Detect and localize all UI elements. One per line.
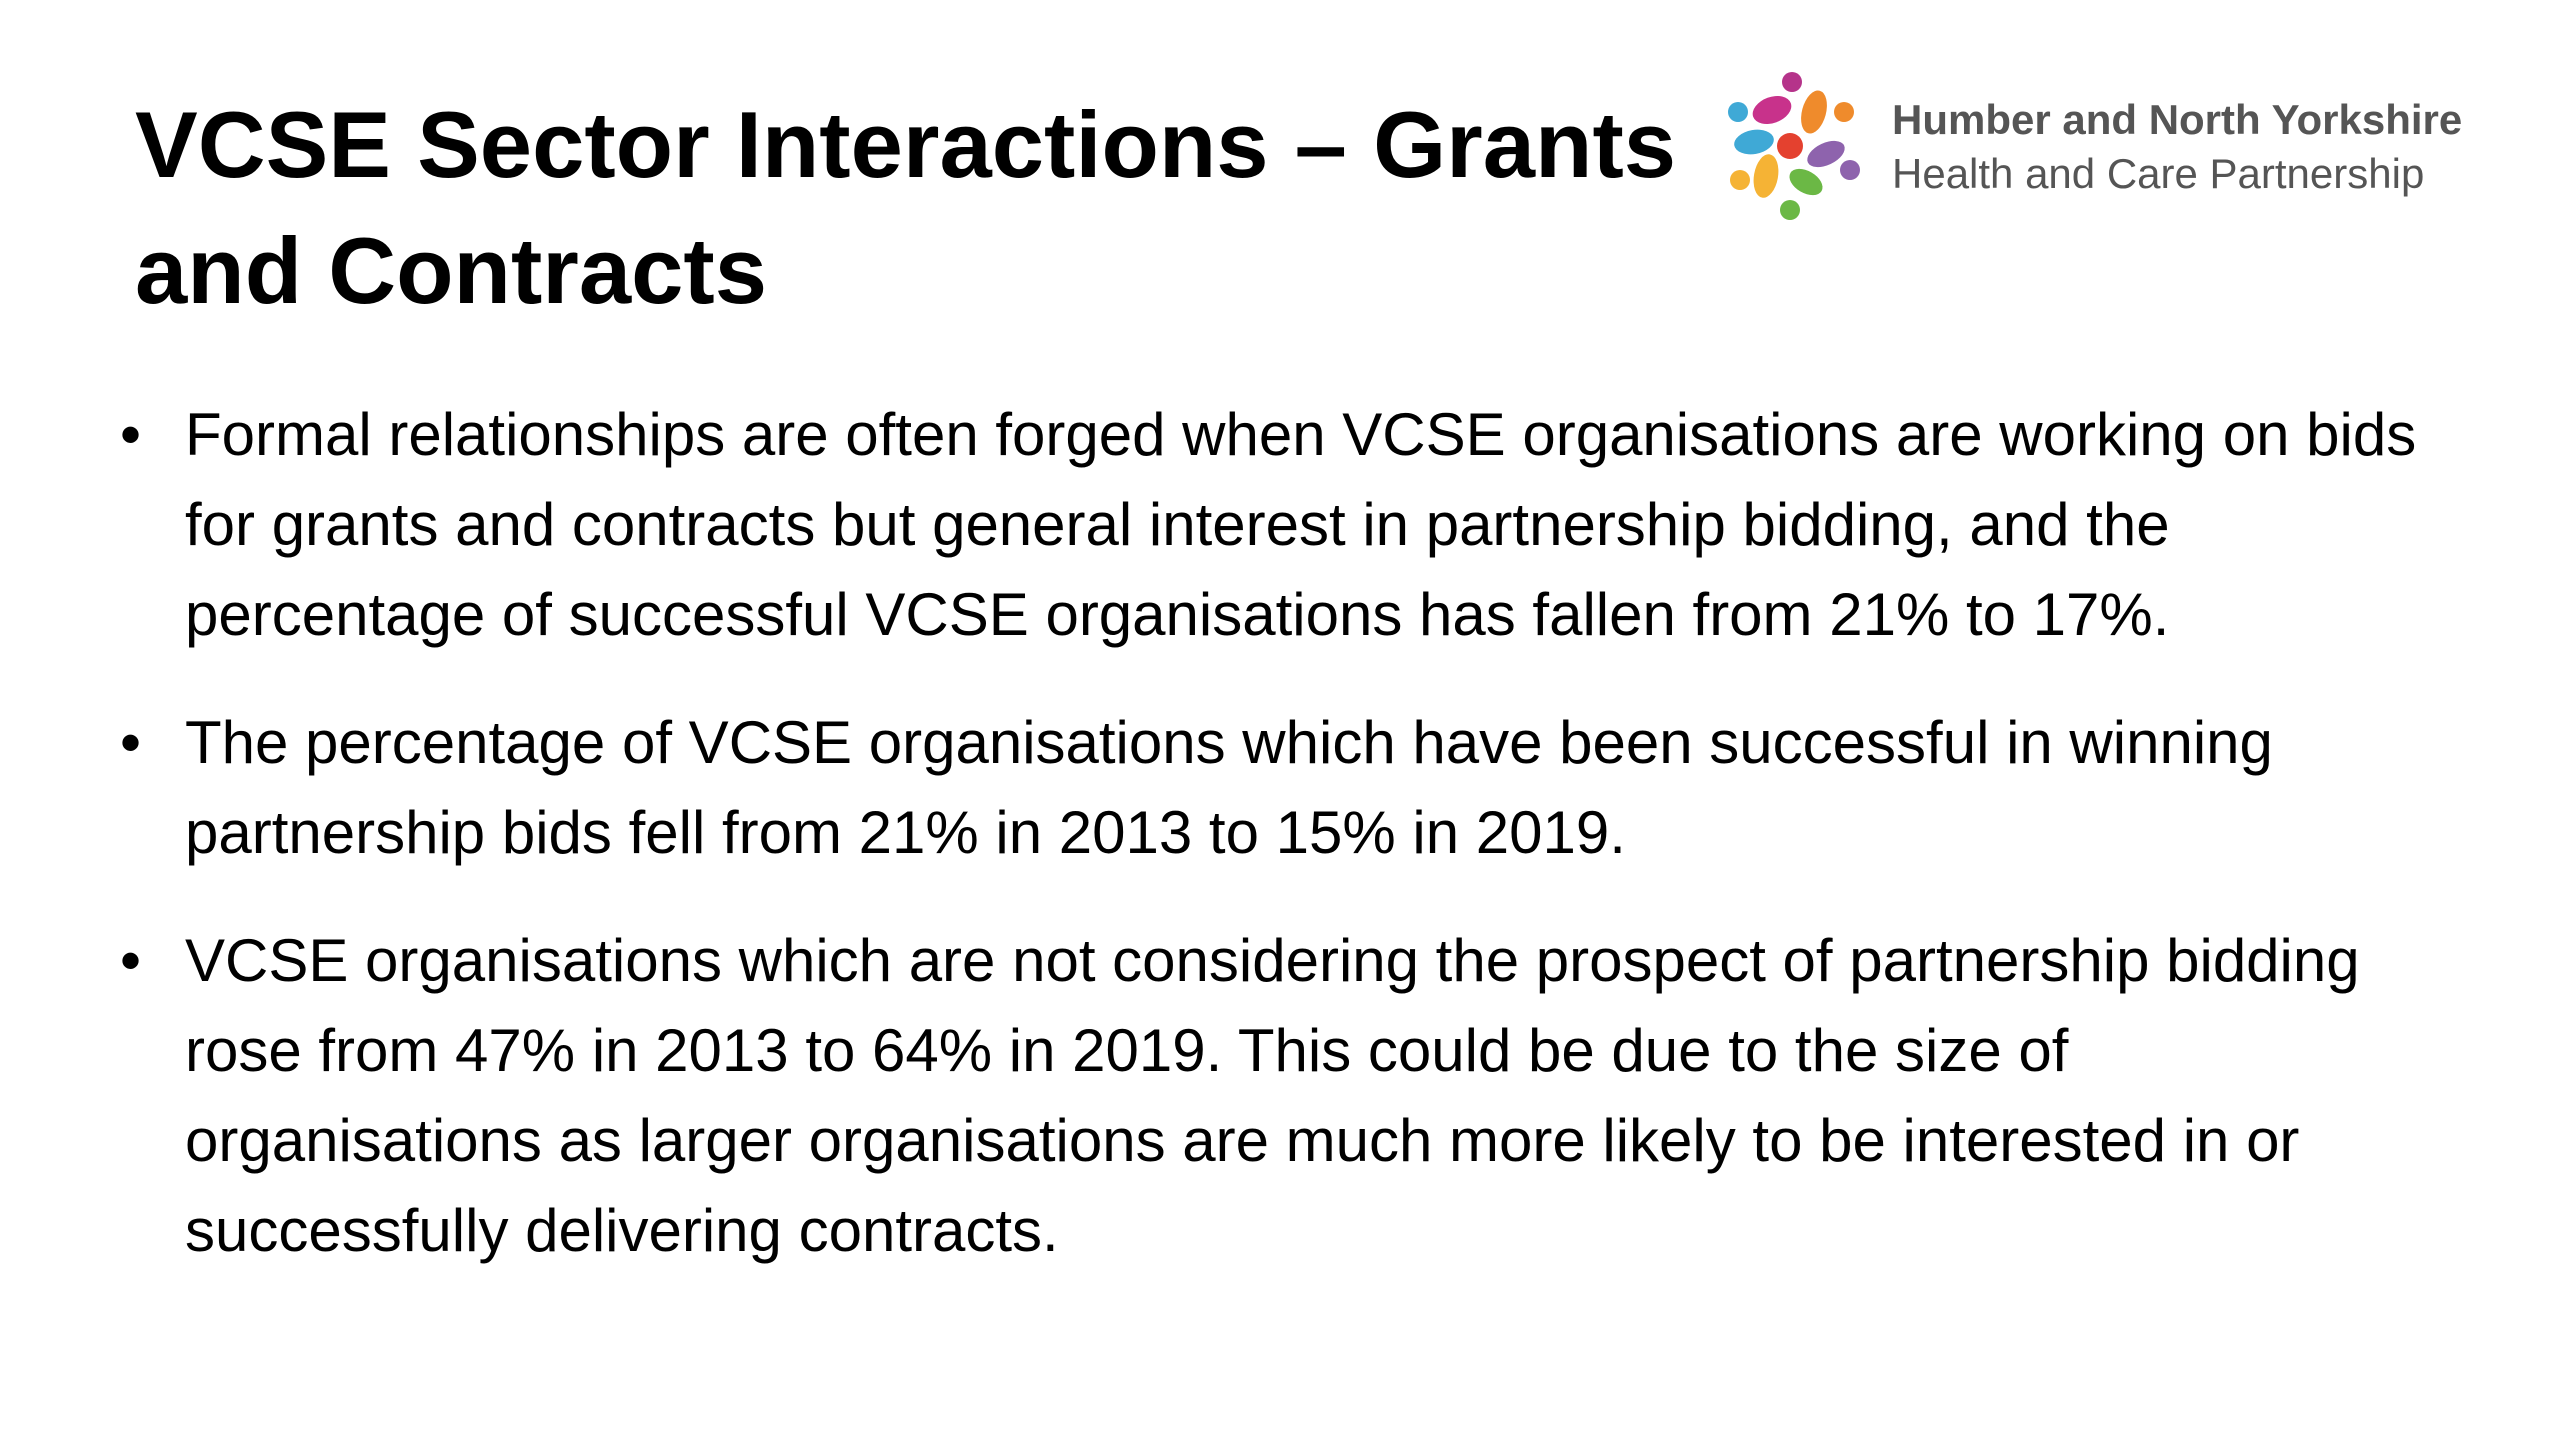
logo: Humber and North Yorkshire Health and Ca… bbox=[1722, 70, 2522, 230]
logo-icon bbox=[1728, 72, 1860, 220]
bullet-list: Formal relationships are often forged wh… bbox=[120, 390, 2420, 1314]
slide-title: VCSE Sector Interactions – Grants and Co… bbox=[135, 92, 1677, 323]
logo-line: Humber and North Yorkshire bbox=[1892, 96, 2463, 143]
bullet: The percentage of VCSE organisations whi… bbox=[120, 698, 2420, 878]
logo-line: Health and Care Partnership bbox=[1892, 150, 2425, 197]
bullet: Formal relationships are often forged wh… bbox=[120, 390, 2420, 660]
bullet: VCSE organisations which are not conside… bbox=[120, 916, 2420, 1276]
